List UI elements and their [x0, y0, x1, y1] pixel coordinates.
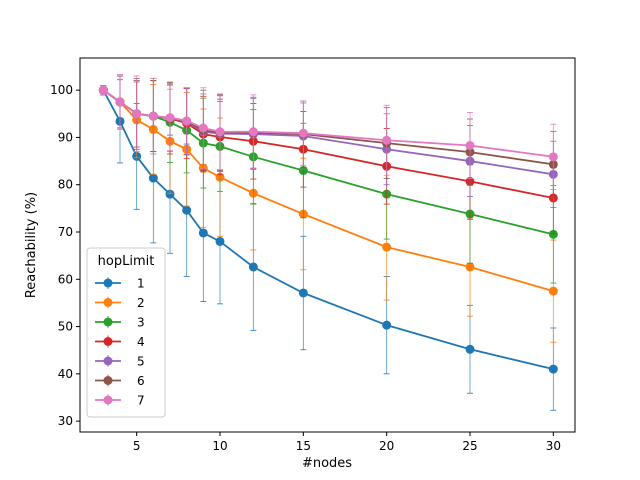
data-point — [148, 173, 158, 183]
x-tick-label: 25 — [462, 439, 477, 453]
legend: hopLimit 1 2 3 4 5 6 7 — [86, 247, 166, 418]
y-tick-label: 60 — [58, 272, 73, 286]
data-point — [465, 140, 475, 150]
x-axis: 5 10 15 20 25 30 — [133, 432, 561, 453]
series-line — [102, 89, 554, 176]
legend-title: hopLimit — [98, 254, 155, 269]
data-point — [215, 236, 225, 246]
data-point — [548, 152, 558, 162]
data-point — [382, 320, 392, 330]
plot-frame — [79, 57, 576, 433]
data-point — [148, 111, 158, 121]
data-point — [248, 262, 258, 272]
y-tick-label: 50 — [58, 320, 73, 334]
series-6 — [98, 75, 558, 198]
data-point — [382, 135, 392, 145]
series-line — [102, 89, 554, 166]
legend-label: 4 — [137, 335, 145, 349]
legend-label: 7 — [137, 394, 145, 408]
series-3 — [98, 75, 558, 284]
data-point — [548, 229, 558, 239]
data-point — [182, 116, 192, 126]
y-tick-label: 30 — [58, 414, 73, 428]
data-point — [215, 127, 225, 137]
data-point — [465, 262, 475, 272]
legend-label: 3 — [137, 316, 145, 330]
data-point — [182, 205, 192, 215]
y-tick-label: 40 — [58, 367, 73, 381]
series-line — [102, 89, 554, 370]
data-point — [98, 85, 108, 95]
data-point — [198, 123, 208, 133]
legend-marker — [103, 395, 113, 405]
data-point — [548, 364, 558, 374]
data-point — [165, 113, 175, 123]
data-point — [382, 242, 392, 252]
data-point — [132, 109, 142, 119]
legend-marker — [103, 356, 113, 366]
data-point — [115, 97, 125, 107]
legend-label: 6 — [137, 374, 145, 388]
y-tick-label: 90 — [58, 130, 73, 144]
legend-box — [86, 247, 166, 418]
x-tick-label: 10 — [212, 439, 227, 453]
legend-marker — [103, 337, 113, 346]
y-tick-label: 100 — [50, 83, 73, 97]
legend-marker — [103, 376, 113, 385]
legend-marker — [103, 298, 113, 307]
x-axis-label: #nodes — [302, 456, 352, 471]
legend-marker — [103, 278, 113, 288]
legend-label: 2 — [137, 296, 145, 310]
y-tick-label: 70 — [58, 225, 73, 239]
data-point — [548, 286, 558, 296]
series-1 — [98, 79, 558, 411]
data-point — [248, 127, 258, 137]
data-point — [165, 189, 175, 199]
data-point — [298, 128, 308, 138]
series-7 — [98, 74, 558, 190]
legend-label: 1 — [137, 277, 145, 291]
data-point — [465, 344, 475, 354]
data-point — [198, 228, 208, 238]
x-tick-label: 30 — [546, 439, 561, 453]
x-tick-label: 5 — [133, 439, 141, 453]
data-point — [298, 288, 308, 298]
x-tick-label: 15 — [296, 439, 311, 453]
y-axis: 30 40 50 60 70 80 90 100 — [50, 83, 80, 428]
y-tick-label: 80 — [58, 178, 73, 192]
legend-marker — [103, 317, 113, 327]
legend-label: 5 — [137, 355, 145, 369]
y-axis-label: Reachability (%) — [24, 192, 39, 298]
plot-marks — [98, 74, 558, 411]
x-tick-label: 20 — [379, 439, 394, 453]
